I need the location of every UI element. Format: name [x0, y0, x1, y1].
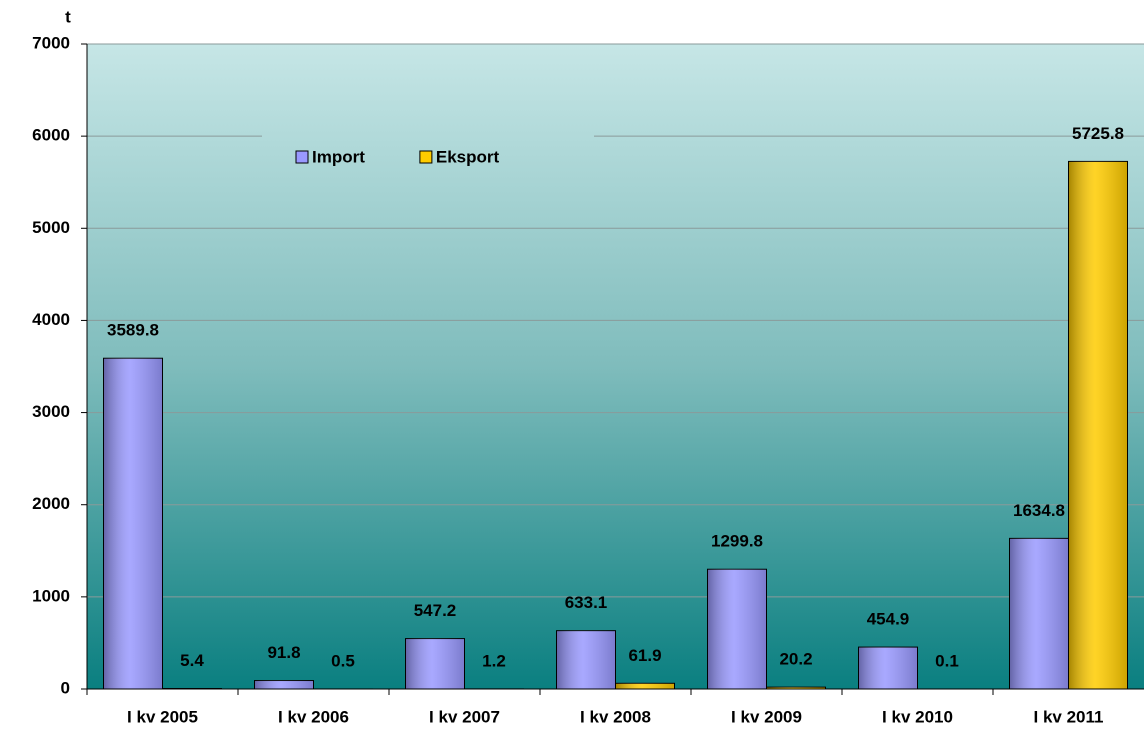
data-label: 633.1: [565, 593, 608, 612]
data-label: 5.4: [180, 651, 204, 670]
plot-area: [87, 44, 1144, 689]
y-tick-label: 6000: [32, 126, 70, 145]
x-tick-label: I kv 2011: [1034, 707, 1104, 726]
x-tick-label: I kv 2008: [580, 707, 651, 726]
bar: [707, 568, 767, 690]
y-tick-label: 1000: [32, 586, 70, 605]
bar: [103, 357, 163, 690]
legend-swatch: [295, 150, 309, 164]
data-label: 91.8: [267, 643, 300, 662]
bar: [615, 682, 675, 690]
data-label: 1.2: [482, 651, 506, 670]
data-label: 3589.8: [107, 321, 159, 340]
x-tick-label: I kv 2006: [278, 707, 349, 726]
bar: [858, 646, 918, 690]
data-label: 454.9: [867, 610, 910, 629]
y-tick-label: 5000: [32, 218, 70, 237]
y-tick-label: 4000: [32, 310, 70, 329]
data-label: 61.9: [628, 646, 661, 665]
y-tick-label: 2000: [32, 494, 70, 513]
data-label: 0.5: [331, 651, 355, 670]
data-label: 0.1: [935, 651, 959, 670]
data-label: 5725.8: [1072, 124, 1124, 143]
legend-swatch: [419, 150, 433, 164]
x-tick-label: I kv 2007: [429, 707, 500, 726]
bar: [556, 630, 616, 690]
data-label: 20.2: [779, 650, 812, 669]
x-tick-label: I kv 2005: [127, 707, 198, 726]
bar: [254, 680, 314, 690]
legend-label: Eksport: [436, 147, 500, 166]
y-tick-label: 0: [61, 678, 70, 697]
y-axis-label: t: [65, 7, 71, 26]
x-tick-label: I kv 2009: [731, 707, 802, 726]
data-label: 547.2: [414, 601, 457, 620]
data-label: 1634.8: [1013, 501, 1065, 520]
y-tick-label: 3000: [32, 402, 70, 421]
bar: [1068, 160, 1128, 690]
data-label: 1299.8: [711, 532, 763, 551]
y-tick-label: 7000: [32, 33, 70, 52]
x-tick-label: I kv 2010: [882, 707, 953, 726]
bar: [405, 638, 465, 690]
legend-label: Import: [312, 147, 365, 166]
bar: [1009, 537, 1069, 690]
